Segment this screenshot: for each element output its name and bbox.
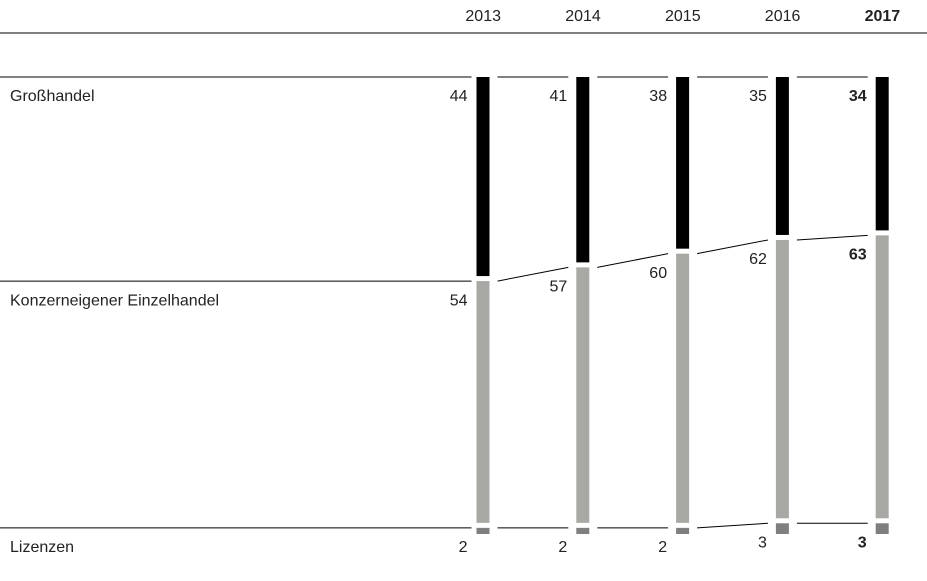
value-label: 2 <box>558 539 567 556</box>
series-label: Lizenzen <box>10 539 74 556</box>
value-label: 3 <box>758 535 767 552</box>
bar-segment <box>875 235 889 519</box>
year-label: 2015 <box>665 8 701 25</box>
value-label: 63 <box>849 247 867 264</box>
value-label: 41 <box>550 88 568 105</box>
bar-segment <box>875 523 889 534</box>
connector <box>697 522 768 529</box>
value-label: 60 <box>649 265 667 282</box>
bar-segment <box>676 253 690 523</box>
value-label: 2 <box>459 539 468 556</box>
year-label: 2017 <box>865 8 901 25</box>
bar-segment <box>576 527 590 534</box>
value-label: 3 <box>858 535 867 552</box>
bar-segment <box>476 527 490 534</box>
bar-segment <box>676 527 690 534</box>
year-label: 2016 <box>765 8 801 25</box>
bar-segment <box>576 267 590 523</box>
value-label: 35 <box>749 88 767 105</box>
value-label: 62 <box>749 251 767 268</box>
value-label: 38 <box>649 88 667 105</box>
bar-segment <box>676 77 690 249</box>
value-label: 34 <box>849 88 867 105</box>
bar-segment <box>576 77 590 263</box>
bar-segment <box>875 77 889 231</box>
bar-segment <box>775 77 789 235</box>
year-label: 2014 <box>565 8 601 25</box>
bar-segment <box>476 77 490 277</box>
connector <box>697 239 768 255</box>
value-label: 57 <box>550 279 568 296</box>
connector <box>497 266 569 282</box>
bar-segment <box>476 281 490 523</box>
value-label: 2 <box>658 539 667 556</box>
bar-segment <box>775 523 789 534</box>
value-label: 54 <box>450 292 468 309</box>
connector <box>796 234 868 241</box>
year-label: 2013 <box>465 8 501 25</box>
series-label: Großhandel <box>10 88 95 105</box>
bar-segment <box>775 239 789 519</box>
value-label: 44 <box>450 88 468 105</box>
connector <box>597 253 669 268</box>
series-label: Konzerneigener Einzelhandel <box>10 292 219 309</box>
